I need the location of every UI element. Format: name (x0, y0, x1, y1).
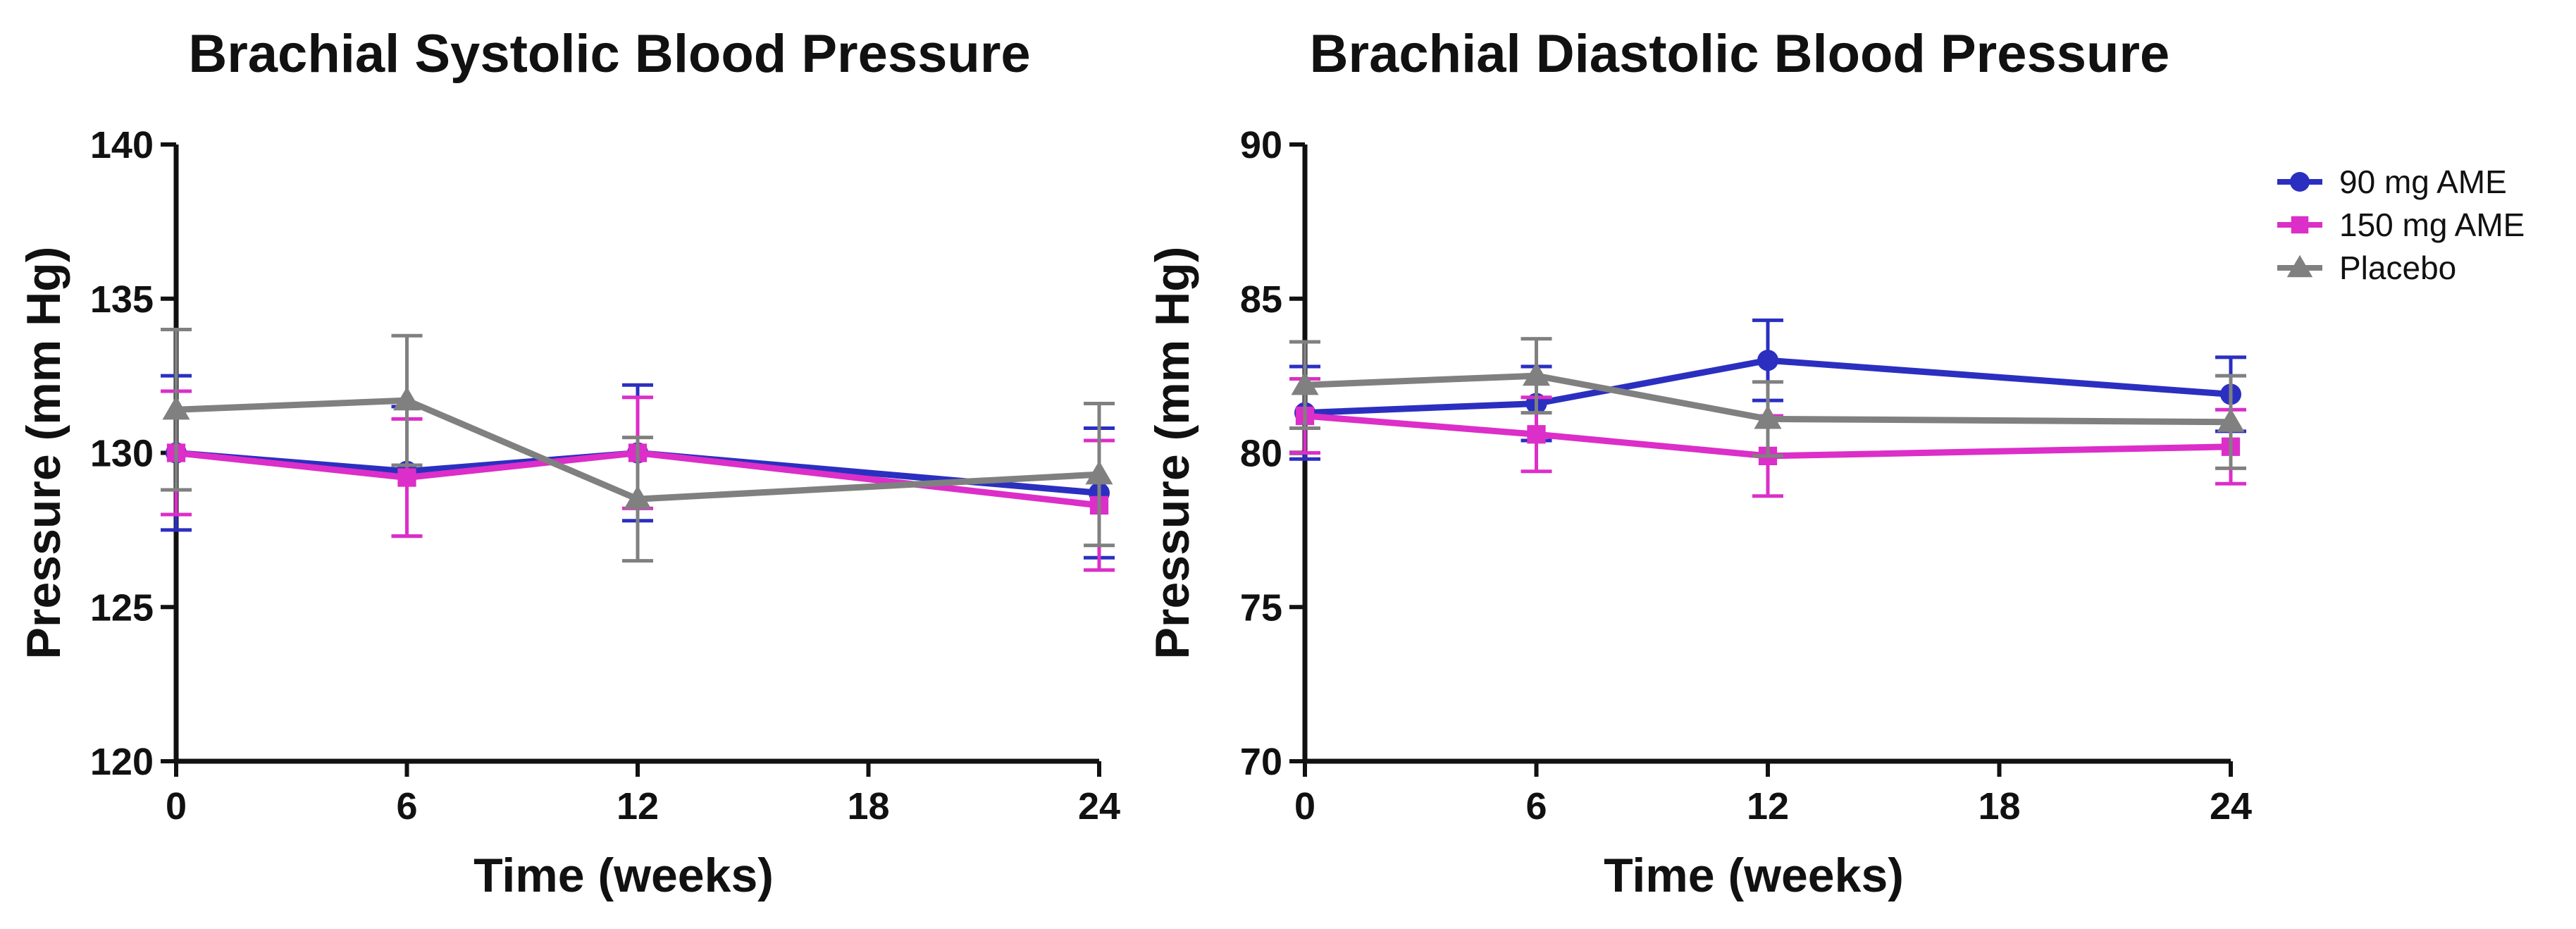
y-tick-label: 90 (1240, 124, 1282, 166)
data-point (392, 386, 421, 411)
data-point (1754, 405, 1782, 429)
data-point (2217, 408, 2245, 432)
series-line (1304, 412, 2231, 460)
x-tick-label: 24 (1078, 785, 1120, 828)
data-point (1527, 425, 1546, 444)
legend-label: Placebo (2339, 250, 2456, 286)
y-tick-label: 130 (90, 433, 154, 475)
data-point (1522, 362, 1551, 386)
legend-label: 90 mg AME (2339, 164, 2507, 200)
data-point (397, 468, 416, 487)
legend-marker (2291, 216, 2309, 234)
x-tick-label: 24 (2210, 785, 2252, 828)
y-tick-label: 75 (1240, 586, 1282, 629)
x-tick-label: 0 (1294, 785, 1315, 828)
y-axis-label: Pressure (mm Hg) (1146, 247, 1199, 660)
series-90-mg-ame (1289, 318, 2246, 461)
chart-panel-1: Brachial Systolic Blood Pressure12012513… (17, 24, 1120, 902)
legend-item: Placebo (2277, 250, 2456, 286)
x-axis-label: Time (weeks) (1604, 849, 1904, 902)
series-placebo (161, 328, 1115, 563)
data-point (1291, 371, 1319, 395)
x-tick-label: 12 (617, 785, 659, 828)
chart-title: Brachial Systolic Blood Pressure (188, 24, 1030, 84)
series-line (175, 450, 1100, 509)
legend-item: 150 mg AME (2277, 207, 2525, 243)
x-tick-label: 18 (847, 785, 889, 828)
data-point (1757, 350, 1778, 371)
y-tick-label: 80 (1240, 433, 1282, 475)
x-tick-label: 6 (396, 785, 417, 828)
y-tick-label: 120 (90, 741, 154, 783)
x-axis-label: Time (weeks) (473, 849, 774, 902)
y-tick-label: 70 (1240, 741, 1282, 783)
y-tick-label: 135 (90, 278, 154, 321)
x-tick-label: 0 (166, 785, 187, 828)
data-point (624, 485, 652, 510)
data-point (162, 395, 190, 420)
legend-label: 150 mg AME (2339, 207, 2525, 243)
series-line (1304, 372, 2231, 426)
y-axis-label: Pressure (mm Hg) (17, 247, 70, 660)
series-line (175, 397, 1100, 503)
y-tick-label: 125 (90, 586, 154, 629)
legend-marker (2286, 254, 2313, 278)
series-line (1304, 357, 2231, 417)
legend: 90 mg AME 150 mg AME Placebo (2277, 164, 2525, 286)
data-point (1085, 460, 1113, 485)
x-tick-label: 18 (1978, 785, 2020, 828)
chart-panel-2: Brachial Diastolic Blood Pressure 70 75 80 8… (1146, 24, 2525, 902)
legend-marker (2290, 172, 2310, 192)
y-tick-label: 140 (90, 124, 154, 166)
x-tick-label: 12 (1747, 785, 1789, 828)
chart-title: Brachial Diastolic Blood Pressure (1310, 24, 2170, 84)
series-placebo (1289, 337, 2246, 470)
y-tick-label: 85 (1240, 278, 1282, 321)
legend-item: 90 mg AME (2277, 164, 2507, 200)
x-tick-label: 6 (1525, 785, 1547, 828)
